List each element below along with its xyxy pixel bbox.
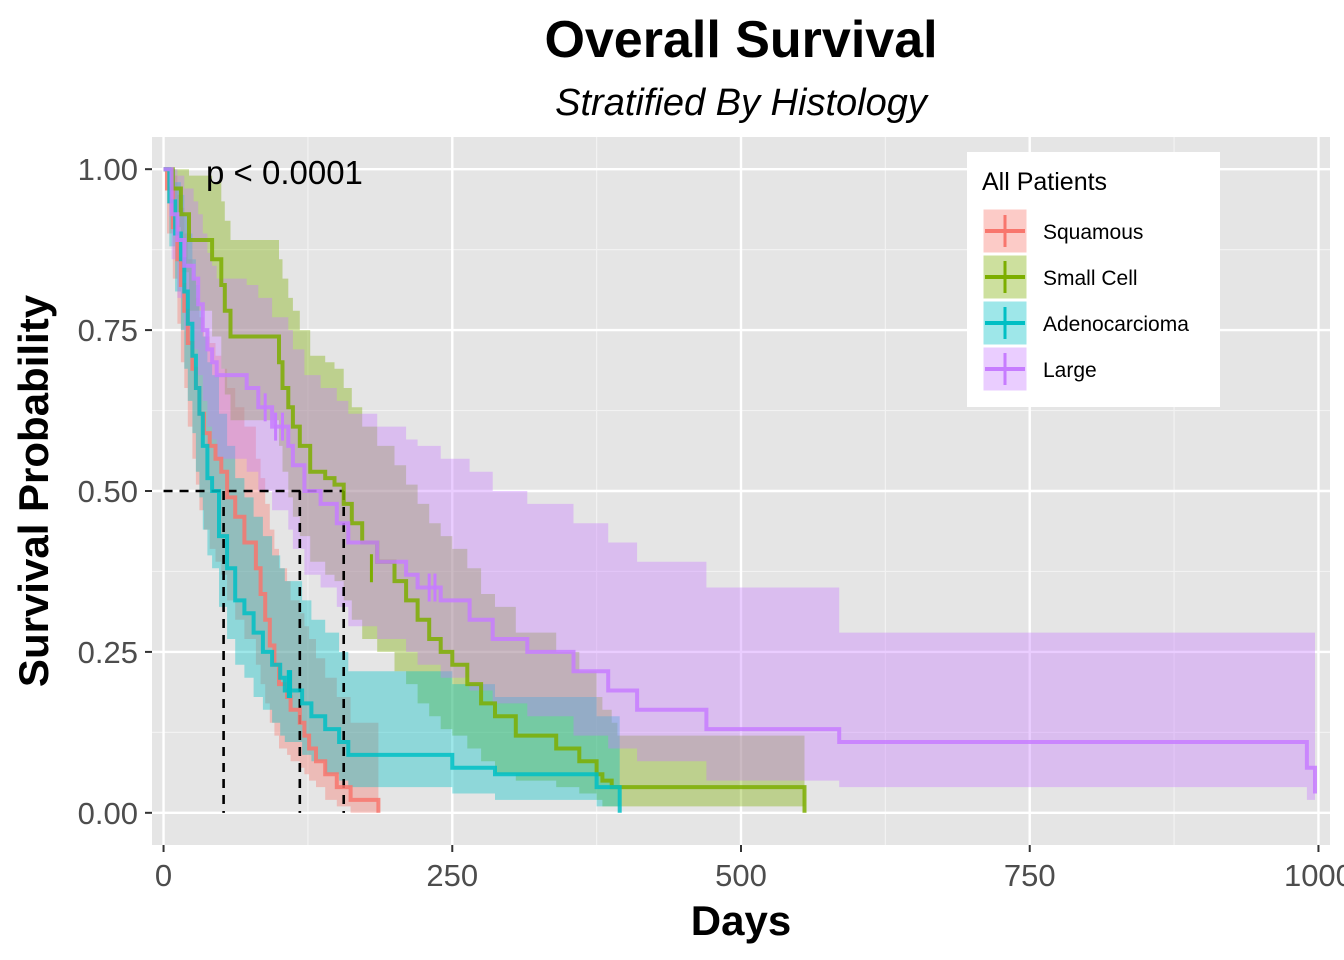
legend-items: Squamous Small Cell Adenocarcioma Large xyxy=(982,208,1189,392)
ribbon-squamous xyxy=(163,169,379,813)
legend-item-small-cell: Small Cell xyxy=(982,254,1138,300)
y-tick-label: 0.00 xyxy=(78,796,138,831)
x-axis-title: Days xyxy=(691,897,791,944)
x-tick-label: 500 xyxy=(715,858,767,893)
p-value-annotation: p < 0.0001 xyxy=(206,154,363,191)
y-tick-label: 0.50 xyxy=(78,474,138,509)
curve-adenocarcioma xyxy=(163,167,622,813)
y-tick-label: 0.25 xyxy=(78,635,138,670)
y-tick-label: 1.00 xyxy=(78,152,138,187)
x-tick-label: 250 xyxy=(426,858,478,893)
legend-label-adenocarcioma: Adenocarcioma xyxy=(1043,313,1189,336)
survival-curves xyxy=(163,167,1317,813)
legend-label-small-cell: Small Cell xyxy=(1043,267,1138,290)
x-tick-label: 0 xyxy=(155,858,172,893)
curve-large xyxy=(163,167,1317,794)
ribbon-adenocarcioma xyxy=(163,169,620,813)
censor-marks xyxy=(263,393,437,699)
legend-item-squamous: Squamous xyxy=(982,208,1143,254)
legend-box xyxy=(967,152,1220,407)
x-tick-label: 1000 xyxy=(1284,858,1344,893)
x-axis: 0 250 500 750 1000 xyxy=(155,845,1344,893)
legend-item-adenocarcioma: Adenocarcioma xyxy=(982,300,1189,346)
legend-label-large: Large xyxy=(1043,359,1097,382)
grid-lines xyxy=(152,137,1330,845)
x-tick-label: 750 xyxy=(1004,858,1056,893)
y-axis: 0.00 0.25 0.50 0.75 1.00 xyxy=(78,152,152,831)
legend: All Patients Squamous Small Cell Adenocarc… xyxy=(967,152,1220,407)
chart-title: Overall Survival xyxy=(544,11,937,69)
y-tick-label: 0.75 xyxy=(78,313,138,348)
legend-label-squamous: Squamous xyxy=(1043,221,1143,244)
chart-subtitle: Stratified By Histology xyxy=(555,82,929,124)
legend-title: All Patients xyxy=(982,168,1107,196)
y-axis-title: Survival Probability xyxy=(10,294,57,687)
legend-item-large: Large xyxy=(982,346,1097,392)
